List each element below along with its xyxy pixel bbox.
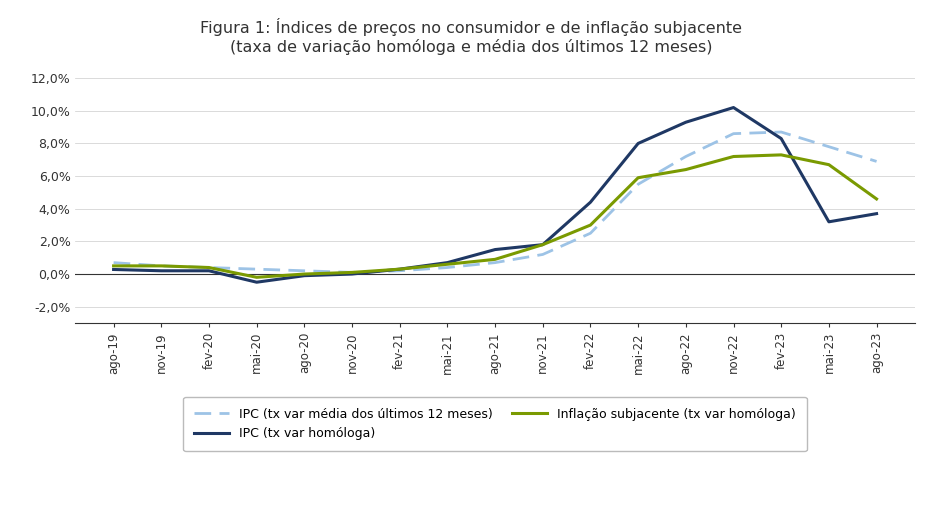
Inflação subjacente (tx var homóloga) [633,175,644,181]
Inflação subjacente (tx var homóloga) [394,266,405,272]
IPC (tx var média dos últimos 12 meses) [108,259,119,266]
Text: Figura 1: Índices de preços no consumidor e de inflação subjacente: Figura 1: Índices de preços no consumido… [201,18,742,36]
Inflação subjacente (tx var homóloga) [251,274,262,280]
Inflação subjacente (tx var homóloga) [204,264,215,270]
IPC (tx var média dos últimos 12 meses) [538,251,549,257]
IPC (tx var média dos últimos 12 meses) [633,181,644,188]
IPC (tx var homóloga) [728,104,739,110]
IPC (tx var homóloga) [633,140,644,146]
Inflação subjacente (tx var homóloga) [871,196,883,202]
IPC (tx var média dos últimos 12 meses) [489,259,501,266]
Inflação subjacente (tx var homóloga) [823,162,835,168]
IPC (tx var média dos últimos 12 meses) [204,264,215,270]
Inflação subjacente (tx var homóloga) [346,269,357,276]
IPC (tx var média dos últimos 12 meses) [775,129,786,135]
IPC (tx var média dos últimos 12 meses) [823,144,835,150]
IPC (tx var homóloga) [346,271,357,277]
Inflação subjacente (tx var homóloga) [680,166,691,172]
IPC (tx var homóloga) [871,210,883,217]
Inflação subjacente (tx var homóloga) [156,263,167,269]
IPC (tx var homóloga) [156,268,167,274]
IPC (tx var média dos últimos 12 meses) [251,266,262,272]
IPC (tx var homóloga) [823,219,835,225]
Inflação subjacente (tx var homóloga) [585,222,596,228]
IPC (tx var homóloga) [299,272,310,279]
IPC (tx var homóloga) [775,135,786,142]
IPC (tx var homóloga) [204,268,215,274]
IPC (tx var homóloga) [585,199,596,205]
IPC (tx var média dos últimos 12 meses) [346,269,357,276]
Line: IPC (tx var homóloga): IPC (tx var homóloga) [113,107,877,282]
Inflação subjacente (tx var homóloga) [775,152,786,158]
IPC (tx var média dos últimos 12 meses) [441,264,453,270]
IPC (tx var média dos últimos 12 meses) [680,153,691,159]
IPC (tx var homóloga) [538,242,549,248]
IPC (tx var média dos últimos 12 meses) [394,268,405,274]
IPC (tx var homóloga) [489,246,501,253]
IPC (tx var homóloga) [680,119,691,126]
IPC (tx var homóloga) [441,259,453,266]
Text: (taxa de variação homóloga e média dos últimos 12 meses): (taxa de variação homóloga e média dos ú… [230,39,713,55]
Line: Inflação subjacente (tx var homóloga): Inflação subjacente (tx var homóloga) [113,155,877,277]
Inflação subjacente (tx var homóloga) [299,271,310,277]
Inflação subjacente (tx var homóloga) [728,153,739,159]
Inflação subjacente (tx var homóloga) [489,256,501,263]
IPC (tx var homóloga) [251,279,262,286]
Inflação subjacente (tx var homóloga) [108,263,119,269]
IPC (tx var homóloga) [108,266,119,272]
IPC (tx var média dos últimos 12 meses) [585,230,596,237]
IPC (tx var média dos últimos 12 meses) [156,263,167,269]
Legend: IPC (tx var média dos últimos 12 meses), IPC (tx var homóloga), Inflação subjace: IPC (tx var média dos últimos 12 meses),… [183,396,807,452]
IPC (tx var média dos últimos 12 meses) [728,131,739,137]
Inflação subjacente (tx var homóloga) [538,242,549,248]
IPC (tx var média dos últimos 12 meses) [871,158,883,165]
Line: IPC (tx var média dos últimos 12 meses): IPC (tx var média dos últimos 12 meses) [113,132,877,272]
IPC (tx var homóloga) [394,266,405,272]
IPC (tx var média dos últimos 12 meses) [299,268,310,274]
Inflação subjacente (tx var homóloga) [441,261,453,267]
